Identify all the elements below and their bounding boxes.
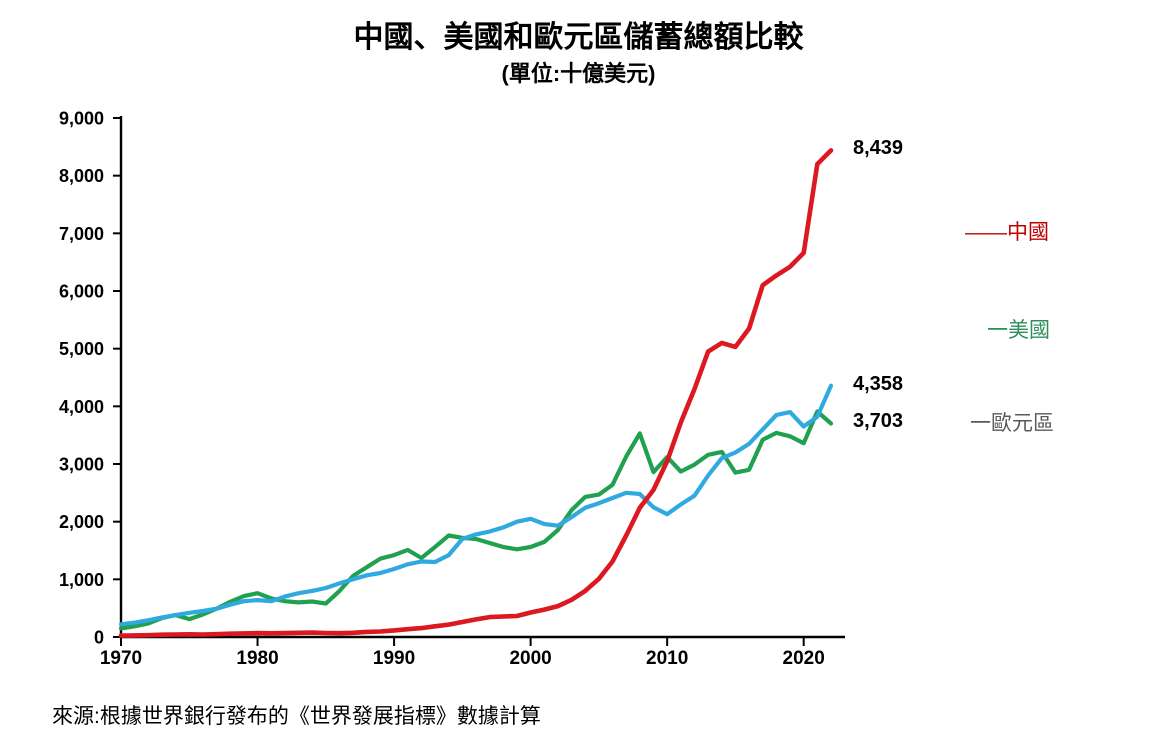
y-tick-label: 9,000 [59,109,104,129]
series-line-美國 [118,409,834,631]
data-label-eurozone: 4,358 [853,372,904,395]
source-note: 來源:根據世界銀行發布的《世界發展指標》數據計算 [52,705,541,728]
y-tick-label: 8,000 [59,166,104,186]
x-tick-label: 2020 [783,648,825,669]
axis-tick-labels: 0 1,000 2,000 3,000 4,000 5,000 6,000 7,000 8,00… [59,109,825,670]
data-label-china: 8,439 [853,137,904,160]
legend-item-eurozone: 一歐元區 [970,412,1054,435]
x-tick-label: 2010 [646,648,688,669]
y-tick-label: 3,000 [59,455,104,475]
chart-subtitle: (單位:十億美元) [501,61,656,86]
x-tick-label: 1980 [236,648,278,669]
legend-item-usa: 一美國 [987,319,1050,342]
y-tick-label: 2,000 [59,512,104,532]
y-tick-label: 5,000 [59,339,104,359]
legend-item-china: ——中國 [965,221,1049,244]
y-tick-label: 1,000 [59,570,104,590]
y-tick-label: 4,000 [59,397,104,417]
x-tick-label: 1970 [100,648,142,669]
x-tick-label: 1990 [373,648,415,669]
y-tick-label: 6,000 [59,282,104,302]
y-tick-label: 0 [94,628,104,648]
y-tick-label: 7,000 [59,224,104,244]
series-line-歐元區 [118,383,834,627]
x-tick-label: 2000 [509,648,551,669]
series-lines [118,148,834,638]
chart-title: 中國、美國和歐元區儲蓄總額比較 [353,21,804,54]
axes [113,116,845,646]
series-line-中國 [118,148,834,638]
data-label-usa: 3,703 [853,410,904,433]
